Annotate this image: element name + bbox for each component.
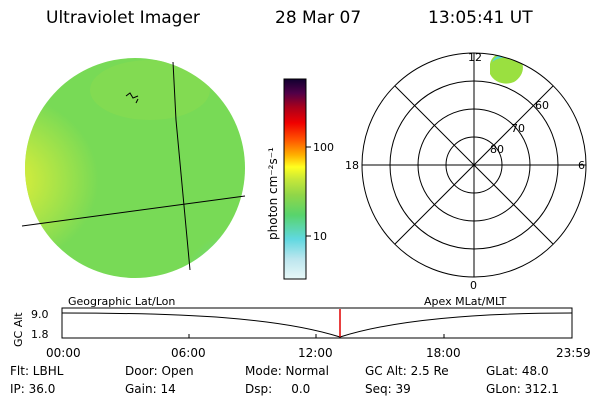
latitude-line (21, 195, 246, 227)
status-gain: Gain: 14 (125, 382, 176, 396)
mlat-label-60: 60 (535, 99, 549, 112)
status-glat: GLat: 48.0 (486, 364, 549, 378)
x-tick-0600: 06:00 (171, 346, 206, 360)
status-seq: Seq: 39 (365, 382, 411, 396)
earth-image (21, 58, 246, 278)
status-dsp: Dsp: 0.0 (245, 382, 311, 396)
x-tick-1200: 12:00 (298, 346, 333, 360)
timeline-axis-title: GC Alt (12, 312, 25, 347)
colorbar-unit-label: photon cm⁻²s⁻¹ (266, 147, 280, 240)
altitude-curve (61, 312, 573, 338)
colorbar-tick-10: 10 (313, 230, 327, 243)
mlt-label-6: 6 (578, 159, 585, 172)
x-tick-1800: 18:00 (426, 346, 461, 360)
polar-diagonal-2 (394, 85, 554, 245)
status-filter: Flt: LBHL (10, 364, 64, 378)
longitude-line (172, 61, 191, 271)
date-label: 28 Mar 07 (275, 8, 362, 28)
mlat-label-70: 70 (511, 122, 525, 135)
time-label: 13:05:41 UT (428, 8, 533, 28)
x-tick-2359: 23:59 (556, 346, 591, 360)
status-glon: GLon: 312.1 (486, 382, 559, 396)
instrument-title: Ultraviolet Imager (46, 8, 200, 28)
colorbar: 100 10 photon cm⁻²s⁻¹ (266, 78, 334, 280)
mlat-label-80: 80 (490, 143, 504, 156)
timeline-frame (61, 307, 573, 339)
timeline-left-label: Geographic Lat/Lon (68, 295, 175, 308)
timeline-plot: Geographic Lat/Lon Apex MLat/MLT 9.0 1.8… (12, 295, 591, 360)
timeline-right-label: Apex MLat/MLT (424, 295, 507, 308)
mlt-label-0: 0 (470, 279, 477, 292)
status-mode: Mode: Normal (245, 364, 329, 378)
x-tick-0000: 00:00 (46, 346, 81, 360)
status-door: Door: Open (125, 364, 194, 378)
y-tick-high: 9.0 (31, 308, 49, 321)
mlt-label-12: 12 (468, 51, 482, 64)
colorbar-tick-100: 100 (313, 141, 334, 154)
y-tick-low: 1.8 (31, 328, 49, 341)
colorbar-gradient (283, 78, 307, 280)
polar-plot: 12 18 6 0 60 70 80 (345, 51, 587, 292)
status-ip: IP: 36.0 (10, 382, 56, 396)
status-gc-alt: GC Alt: 2.5 Re (365, 364, 449, 378)
coastline-mark (125, 92, 139, 104)
mlt-label-18: 18 (345, 159, 359, 172)
